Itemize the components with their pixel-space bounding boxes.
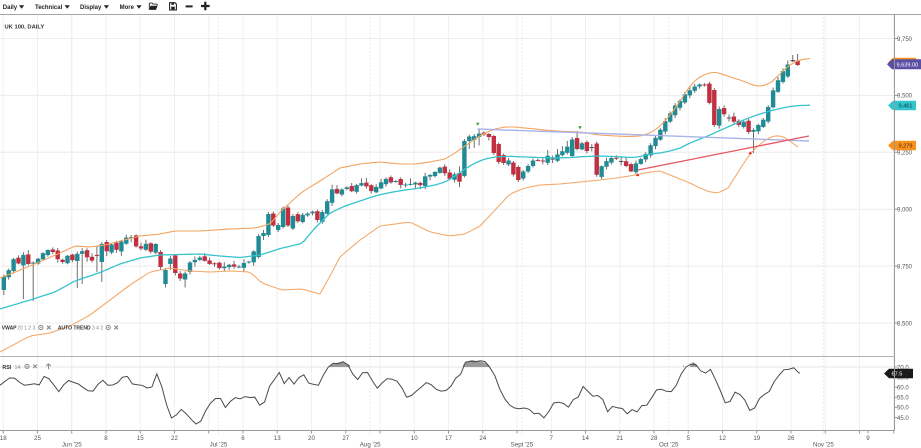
svg-text:26: 26 <box>788 435 795 442</box>
svg-text:9,639.00: 9,639.00 <box>897 62 919 68</box>
svg-text:21: 21 <box>616 435 623 442</box>
svg-text:8: 8 <box>104 435 108 442</box>
svg-text:22: 22 <box>171 435 178 442</box>
svg-text:9,461: 9,461 <box>899 104 913 110</box>
svg-text:10: 10 <box>411 435 418 442</box>
svg-text:20: 20 <box>308 435 315 442</box>
svg-text:8,750: 8,750 <box>897 264 913 270</box>
svg-text:9,250: 9,250 <box>897 151 913 157</box>
svg-text:14: 14 <box>15 365 21 371</box>
svg-text:5: 5 <box>686 435 690 442</box>
svg-text:RSI: RSI <box>2 365 11 371</box>
svg-text:65.0: 65.0 <box>897 375 909 381</box>
svg-text:UK 100, DAILY: UK 100, DAILY <box>5 25 45 31</box>
svg-text:Sept '25: Sept '25 <box>511 442 534 448</box>
svg-text:12: 12 <box>719 435 726 442</box>
svg-text:45.0: 45.0 <box>897 416 909 422</box>
svg-text:Nov '25: Nov '25 <box>813 442 834 448</box>
svg-text:15: 15 <box>137 435 144 442</box>
svg-text:9,279: 9,279 <box>899 144 913 150</box>
svg-text:More: More <box>120 5 135 11</box>
svg-text:AUTO TREND: AUTO TREND <box>58 326 91 332</box>
svg-text:13: 13 <box>274 435 281 442</box>
svg-text:70.0: 70.0 <box>897 365 909 371</box>
svg-text:Oct '25: Oct '25 <box>659 442 679 448</box>
svg-text:25: 25 <box>34 435 41 442</box>
svg-text:9: 9 <box>866 435 870 442</box>
svg-text:8,500: 8,500 <box>897 321 913 327</box>
svg-text:VWAP: VWAP <box>2 326 17 332</box>
svg-text:60.0: 60.0 <box>897 386 909 392</box>
svg-text:9,000: 9,000 <box>897 208 913 214</box>
svg-text:55.0: 55.0 <box>897 396 909 402</box>
svg-text:9,500: 9,500 <box>897 94 913 100</box>
svg-text:6: 6 <box>241 435 245 442</box>
svg-text:24: 24 <box>479 435 486 442</box>
svg-text:18: 18 <box>0 435 7 442</box>
svg-text:50.0: 50.0 <box>897 406 909 412</box>
svg-text:19: 19 <box>753 435 760 442</box>
svg-text:17: 17 <box>445 435 452 442</box>
svg-text:Technical: Technical <box>35 5 63 11</box>
svg-text:7: 7 <box>549 435 553 442</box>
svg-text:28: 28 <box>651 435 658 442</box>
svg-text:27: 27 <box>342 435 349 442</box>
svg-text:Jul '25: Jul '25 <box>210 442 228 448</box>
svg-text:Aug '25: Aug '25 <box>360 442 381 448</box>
svg-text:14: 14 <box>582 435 589 442</box>
svg-text:20 1 2 3: 20 1 2 3 <box>17 326 35 332</box>
svg-text:67.5: 67.5 <box>892 372 903 378</box>
svg-text:3 4 2: 3 4 2 <box>92 326 103 332</box>
svg-text:Display: Display <box>80 5 102 11</box>
svg-text:Jun '25: Jun '25 <box>62 442 82 448</box>
svg-text:9,750: 9,750 <box>897 37 913 43</box>
svg-text:Daily: Daily <box>3 5 18 11</box>
